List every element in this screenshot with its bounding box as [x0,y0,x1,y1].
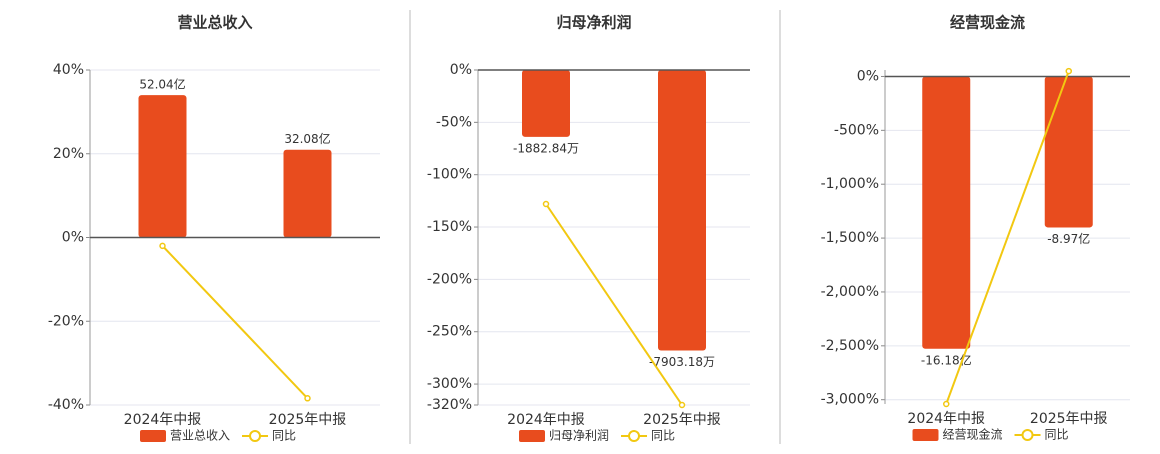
value-label: -1882.84万 [513,141,579,155]
y-tick-label: -2,500% [821,338,879,354]
legend-label: 归母净利润 [549,429,609,443]
bar [522,70,570,137]
y-tick-label: -1,000% [821,176,879,192]
value-label: -8.97亿 [1047,231,1090,246]
legend-swatch [249,430,262,442]
y-tick-label: 0% [62,230,84,246]
y-tick-label: -100% [427,167,472,183]
chart-title: 归母净利润 [556,14,631,32]
legend-label: 同比 [651,429,675,443]
y-tick-label: -50% [436,114,472,130]
y-tick-label: -250% [427,324,472,340]
line [161,245,309,399]
y-tick-label: -20% [48,313,84,329]
line [545,203,683,406]
legend-swatch [1021,429,1034,441]
y-tick-label: 0% [857,68,879,84]
legend-swatch [140,430,166,442]
y-tick-label: -40% [48,397,84,413]
y-tick-label: -1,500% [821,230,879,246]
x-tick-label: 2024年中报 [907,411,985,427]
y-tick-label: -2,000% [821,284,879,300]
x-tick-label: 2025年中报 [643,412,721,428]
legend-swatch [519,430,545,442]
y-tick-label: -320% [427,397,472,413]
legend-label: 营业总收入 [170,429,230,443]
line-point [159,242,166,250]
legend-swatch [628,430,641,442]
y-tick-label: 40% [53,62,84,78]
value-label: -16.18亿 [921,352,972,367]
bar [922,76,971,349]
y-tick-label: -300% [427,376,472,392]
bar [283,149,332,238]
x-tick-label: 2025年中报 [269,412,347,428]
bar [138,95,187,238]
y-tick-label: 0% [450,62,472,78]
legend-label: 经营现金流 [943,427,1003,442]
line-point [1065,67,1072,75]
x-tick-label: 2024年中报 [507,412,585,428]
bar [1044,76,1093,228]
legend-label: 同比 [1045,428,1069,442]
chart-title: 营业总收入 [177,14,252,32]
line [945,70,1070,405]
x-tick-label: 2025年中报 [1030,411,1108,427]
y-tick-label: -500% [834,122,879,138]
line-point [678,401,686,409]
value-label: 32.08亿 [284,131,330,146]
x-tick-label: 2024年中报 [124,412,202,428]
legend-label: 同比 [272,429,296,443]
value-label: -7903.18万 [649,355,715,369]
line-point [943,400,950,408]
y-tick-label: -200% [427,271,472,287]
value-label: 52.04亿 [139,77,185,92]
y-tick-label: -150% [427,219,472,235]
chart-title: 经营现金流 [950,14,1025,32]
y-tick-label: -3,000% [821,392,879,408]
legend-swatch [912,429,939,441]
bar [658,70,706,351]
line-point [542,200,550,208]
y-tick-label: 20% [53,146,84,162]
line-point [304,395,311,402]
